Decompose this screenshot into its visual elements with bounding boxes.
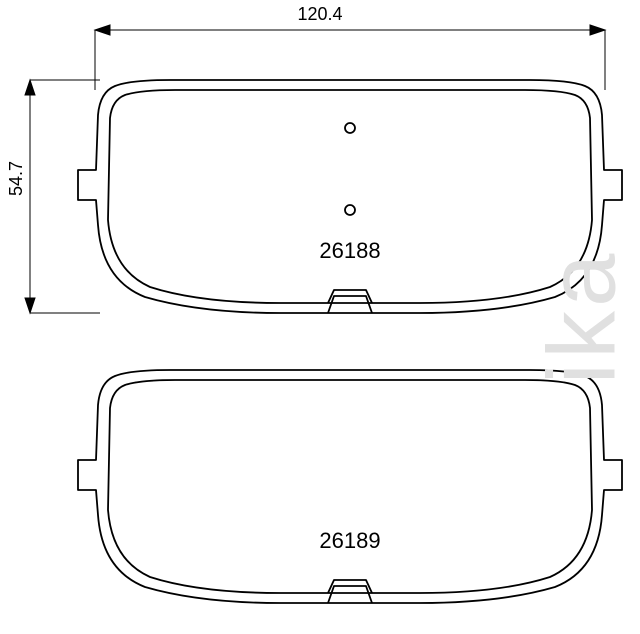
width-dimension-value: 120.4 — [297, 4, 342, 25]
bottom-part-number: 26189 — [300, 528, 400, 554]
height-dimension — [25, 80, 100, 313]
height-dimension-value: 54.7 — [6, 161, 27, 196]
top-brake-pad — [78, 80, 622, 313]
drawing-canvas: ika — [0, 0, 640, 634]
bottom-brake-pad — [78, 370, 622, 603]
top-part-number: 26188 — [300, 238, 400, 264]
